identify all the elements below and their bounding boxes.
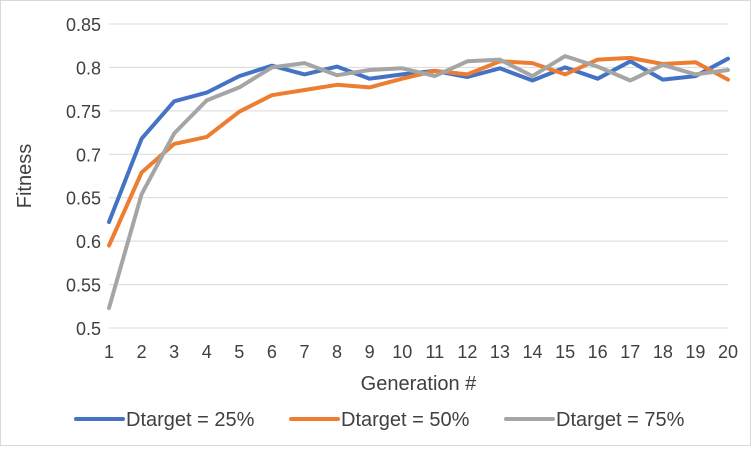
x-tick-label: 20 [718,342,738,362]
y-tick-label: 0.6 [76,232,101,252]
x-tick-label: 19 [685,342,705,362]
x-axis-label: Generation # [361,373,478,395]
y-tick-label: 0.85 [66,15,101,35]
x-tick-label: 1 [104,342,114,362]
y-tick-label: 0.75 [66,102,101,122]
series-line-2 [107,55,730,248]
x-tick-labels: 1 2 3 4 5 6 7 8 9 10 11 12 13 14 15 16 17 18 19 20 [104,342,738,362]
x-tick-label: 11 [425,342,444,362]
x-tick-label: 8 [332,342,342,362]
x-tick-label: 10 [392,342,412,362]
y-tick-label: 0.8 [76,58,101,78]
y-tick-labels: 0.5 0.55 0.6 0.65 0.7 0.75 0.8 0.85 [66,15,101,339]
x-tick-label: 15 [555,342,575,362]
y-tick-label: 0.7 [76,145,101,165]
legend-entry-1: Dtarget = 25% [74,409,255,431]
x-tick-label: 18 [653,342,673,362]
y-tick-label: 0.55 [66,276,101,296]
y-tick-label: 0.5 [76,319,101,339]
legend-entry-3: Dtarget = 75% [504,409,685,431]
x-tick-label: 9 [365,342,375,362]
legend-entry-2: Dtarget = 50% [289,409,470,431]
gridlines [109,23,728,329]
y-axis-label: Fitness [14,144,36,208]
legend-label: Dtarget = 50% [341,409,470,431]
x-tick-label: 16 [588,342,608,362]
x-tick-label: 14 [523,342,543,362]
legend-label: Dtarget = 25% [126,409,255,431]
y-tick-label: 0.65 [66,189,101,209]
legend: Dtarget = 25% Dtarget = 50% Dtarget = 75% [74,409,685,431]
x-tick-label: 4 [202,342,212,362]
legend-label: Dtarget = 75% [556,409,685,431]
series-lines [107,54,730,310]
x-tick-label: 5 [234,342,244,362]
x-tick-label: 7 [299,342,309,362]
series-line-3 [107,54,730,310]
x-tick-label: 2 [137,342,147,362]
x-tick-label: 17 [620,342,640,362]
x-tick-label: 6 [267,342,277,362]
x-tick-label: 12 [457,342,477,362]
x-tick-label: 13 [490,342,510,362]
x-tick-label: 3 [169,342,179,362]
